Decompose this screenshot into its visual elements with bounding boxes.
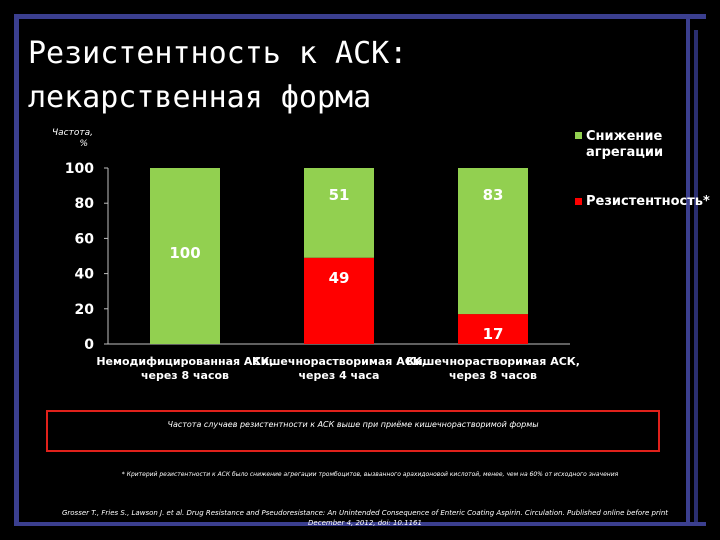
title-line-1: Резистентность к АСК: bbox=[28, 36, 408, 71]
legend-label-red: Резистентность* bbox=[586, 194, 710, 209]
data-label: 49 bbox=[329, 269, 350, 287]
bar-segment bbox=[304, 257, 374, 344]
frame-top-border bbox=[14, 14, 706, 19]
y-tick-label: 40 bbox=[75, 267, 95, 283]
data-label: 83 bbox=[483, 186, 504, 204]
frame-right-border-inner bbox=[694, 30, 698, 526]
category-label: Кишечнорастворимая АСК, bbox=[252, 355, 426, 368]
legend-swatch-red bbox=[575, 198, 582, 205]
title-line-2: лекарственная форма bbox=[28, 80, 372, 115]
legend-swatch-green bbox=[575, 132, 582, 139]
y-axis-label-line-1: Частота, bbox=[52, 128, 94, 138]
y-tick-label: 80 bbox=[75, 196, 95, 212]
y-tick-label: 0 bbox=[84, 337, 94, 353]
y-axis-label: Частота, % bbox=[52, 128, 94, 150]
y-tick-label: 100 bbox=[65, 161, 94, 177]
category-label: Кишечнорастворимая АСК, bbox=[406, 355, 580, 368]
bar-segment bbox=[458, 168, 528, 315]
frame-bottom-border bbox=[14, 522, 706, 526]
y-tick-label: 20 bbox=[75, 302, 95, 318]
legend-label-green: Снижение агрегации bbox=[586, 129, 664, 160]
data-label: 100 bbox=[169, 244, 200, 262]
category-label: через 8 часов bbox=[449, 369, 537, 382]
note-text: Частота случаев резистентности к АСК выш… bbox=[167, 420, 539, 429]
data-label: 17 bbox=[483, 325, 504, 343]
category-label: через 8 часов bbox=[141, 369, 229, 382]
category-label: через 4 часа bbox=[299, 369, 380, 382]
reference-line-2: December 4, 2012, doi: 10.1161 bbox=[308, 519, 422, 527]
frame-left-border bbox=[14, 14, 19, 526]
y-tick-label: 60 bbox=[75, 231, 95, 247]
footnote: * Критерий резистентности к АСК было сни… bbox=[121, 471, 619, 478]
frame-right-border bbox=[686, 14, 690, 526]
reference: Grosser T., Fries S., Lawson J. et al. D… bbox=[40, 508, 690, 528]
y-axis-label-line-2: % bbox=[79, 139, 88, 149]
note-box bbox=[46, 410, 660, 452]
slide-title: Резистентность к АСК: лекарственная форм… bbox=[28, 32, 407, 120]
data-label: 51 bbox=[329, 186, 350, 204]
bar-segment bbox=[458, 314, 528, 344]
bar-segment bbox=[150, 168, 220, 344]
category-label: Немодифицированная АСК, bbox=[96, 355, 273, 368]
bar-segment bbox=[304, 168, 374, 258]
reference-line-1: Grosser T., Fries S., Lawson J. et al. D… bbox=[61, 509, 669, 517]
